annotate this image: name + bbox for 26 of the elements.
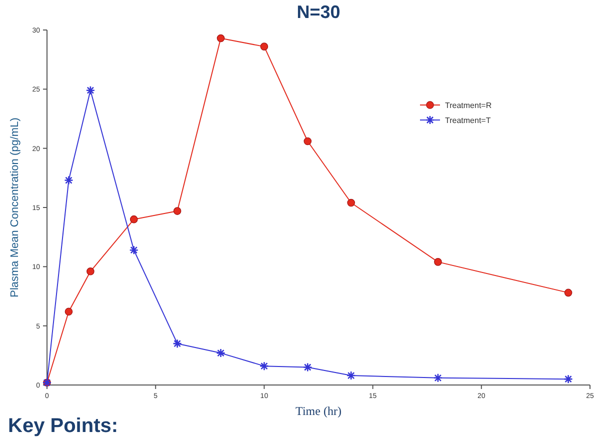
point xyxy=(564,374,573,384)
point xyxy=(433,373,443,383)
legend-label: Treatment=T xyxy=(445,116,491,125)
text: Key Points: xyxy=(8,415,118,437)
point xyxy=(129,245,139,255)
point xyxy=(216,34,225,42)
x-axis-title: Time (hr) xyxy=(296,404,342,418)
point xyxy=(346,370,356,380)
point xyxy=(173,207,182,215)
point xyxy=(302,362,312,372)
point xyxy=(86,86,96,95)
point xyxy=(260,361,269,371)
point xyxy=(172,338,182,348)
point xyxy=(260,42,268,50)
point xyxy=(347,198,355,207)
point xyxy=(216,348,226,358)
point xyxy=(64,176,74,185)
y-axis-title: Plasma Mean Concentration (pg/mL) xyxy=(9,118,21,298)
point xyxy=(130,215,138,224)
point xyxy=(434,258,442,266)
legend-label: Treatment=R xyxy=(445,101,492,110)
point xyxy=(86,268,94,276)
point xyxy=(564,288,572,297)
point xyxy=(64,308,73,316)
chart-title: N=30 xyxy=(296,2,340,22)
point xyxy=(304,137,312,146)
